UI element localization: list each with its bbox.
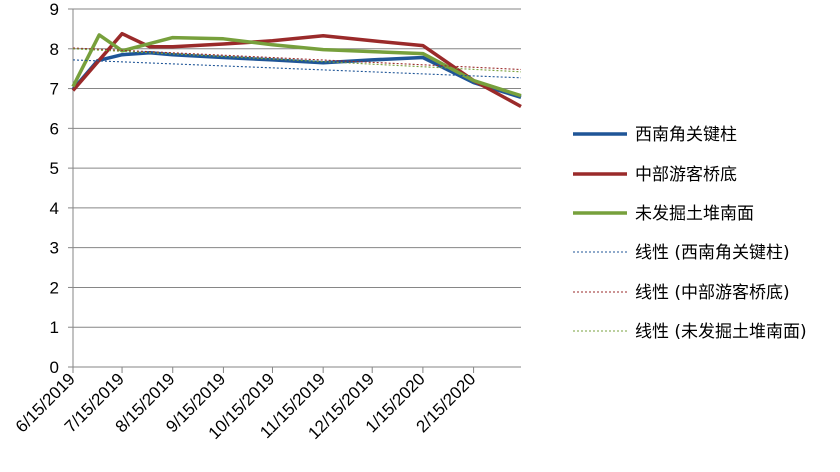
legend-label: 线性 (未发掘土堆南面) (635, 322, 807, 342)
series-line (71, 33, 522, 98)
legend-label: 未发掘土堆南面 (635, 204, 754, 224)
y-tick-label: 8 (50, 40, 59, 59)
legend-label: 中部游客桥底 (635, 165, 737, 185)
y-tick-label: 1 (50, 318, 59, 337)
y-tick-label: 4 (50, 199, 59, 218)
y-tick-label: 7 (50, 80, 59, 99)
trendline (72, 47, 522, 71)
legend-label: 西南角关键柱 (635, 125, 737, 145)
series-lines (71, 31, 522, 109)
y-tick-label: 9 (50, 0, 59, 19)
y-tick-label: 2 (50, 278, 59, 297)
trendline (72, 59, 522, 79)
gridlines (73, 8, 521, 328)
y-tick-label: 5 (50, 159, 59, 178)
y-tick-label: 0 (50, 358, 59, 377)
y-tick-label: 6 (50, 119, 59, 138)
y-tick-label: 3 (50, 239, 59, 258)
trendline (72, 48, 522, 73)
series-line (71, 31, 522, 109)
legend-label: 线性 (西南角关键柱) (635, 243, 790, 263)
series-line (71, 51, 522, 99)
legend-label: 线性 (中部游客桥底) (635, 283, 790, 303)
